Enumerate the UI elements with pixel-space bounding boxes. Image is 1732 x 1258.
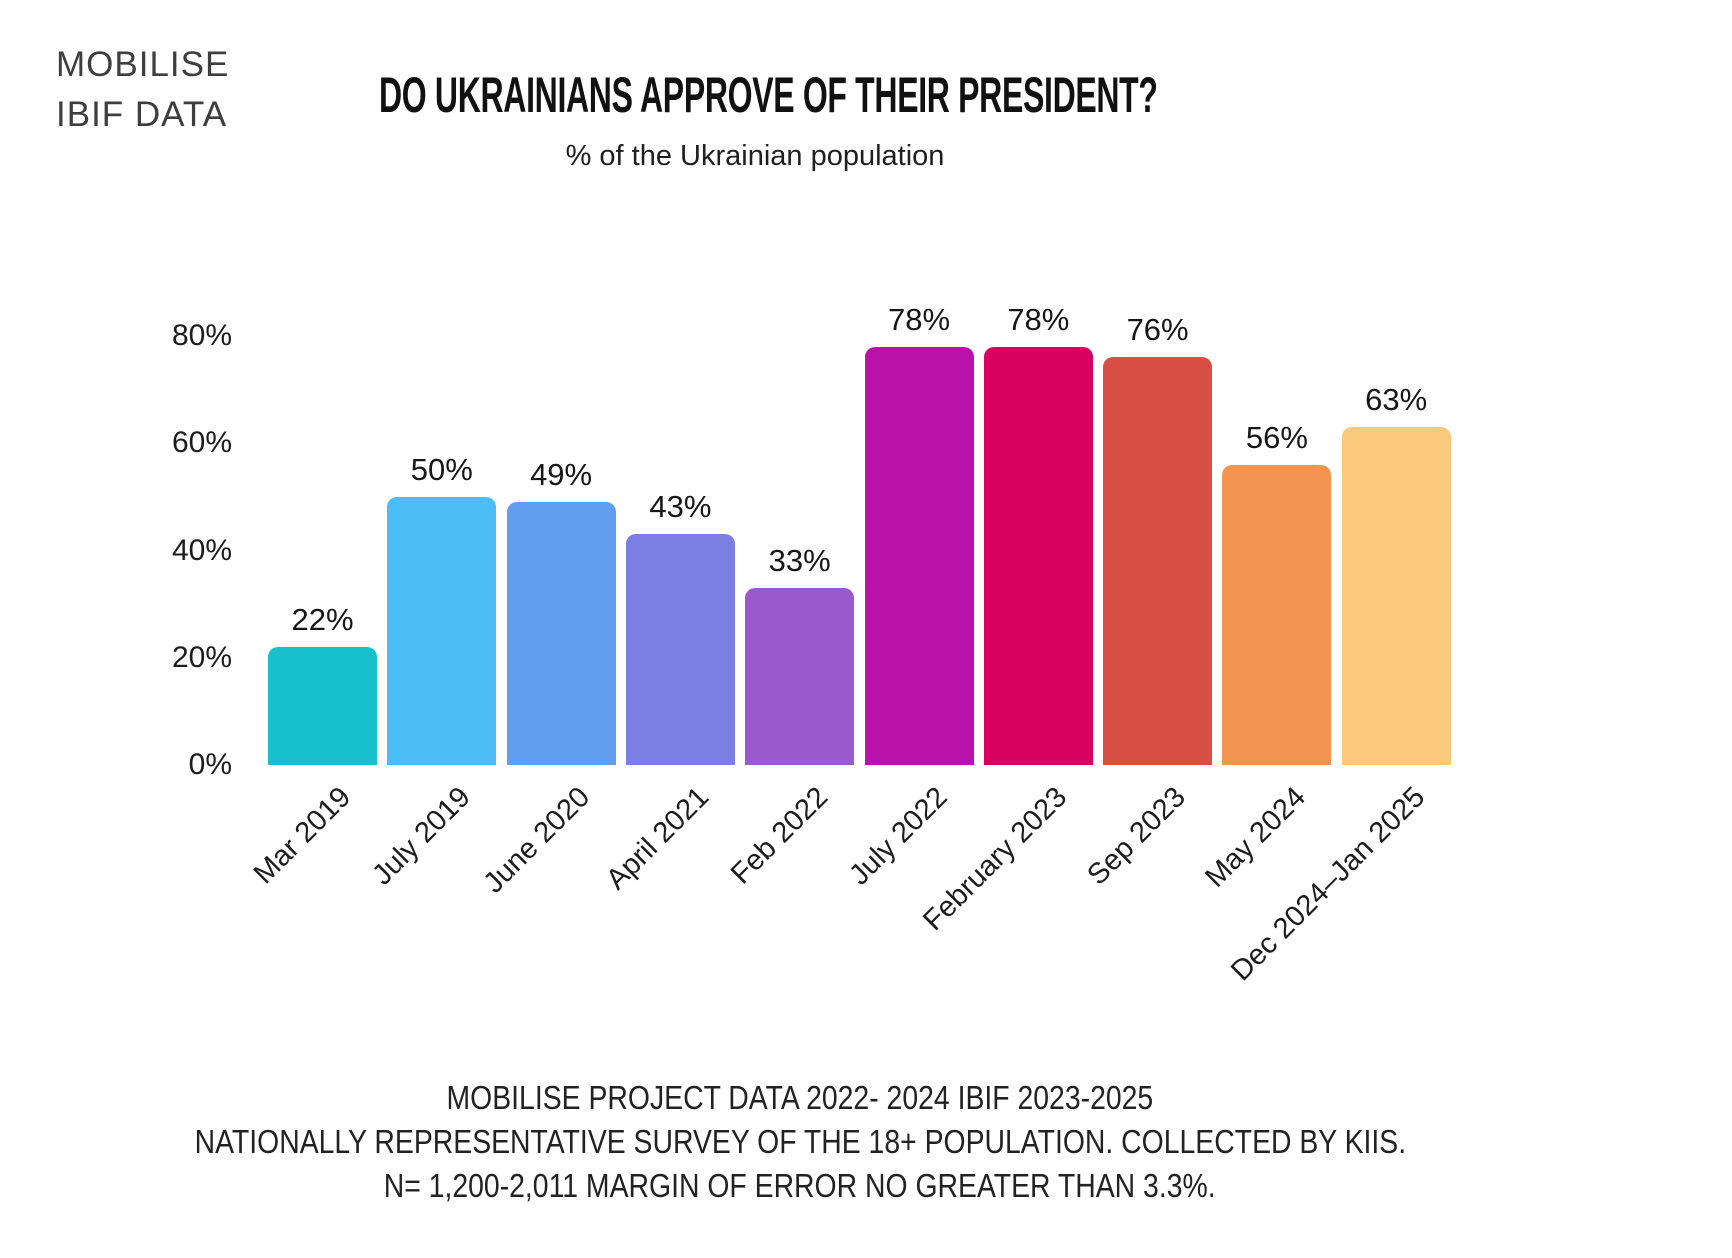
bar-value-label: 76% <box>1126 312 1189 348</box>
chart-header: DO UKRAINIANS APPROVE OF THEIR PRESIDENT… <box>160 66 1350 173</box>
x-axis-label: Feb 2022 <box>725 781 835 891</box>
bar-dec-2024-jan-2025 <box>1341 427 1451 765</box>
x-axis-label: April 2021 <box>600 781 716 896</box>
y-axis-tick-label: 40% <box>171 533 232 567</box>
bar-sep-2023 <box>1103 357 1213 765</box>
bar-june-2020 <box>506 502 616 765</box>
page-title: DO UKRAINIANS APPROVE OF THEIR PRESIDENT… <box>160 66 1350 124</box>
y-axis-tick-label: 0% <box>188 748 232 781</box>
bar-july-2022 <box>864 346 974 765</box>
bar-value-label: 43% <box>649 489 712 525</box>
bar-february-2023 <box>983 346 1093 765</box>
y-axis-tick-label: 60% <box>171 426 232 460</box>
x-axis-label: June 2020 <box>477 781 596 900</box>
page-title-text: DO UKRAINIANS APPROVE OF THEIR PRESIDENT… <box>378 67 1158 123</box>
footer-line3: N= 1,200-2,011 MARGIN OF ERROR NO GREATE… <box>0 1164 1600 1208</box>
bar-value-label: 78% <box>887 301 951 337</box>
bar-may-2024 <box>1222 464 1332 765</box>
footer-line1: MOBILISE PROJECT DATA 2022- 2024 IBIF 20… <box>0 1076 1600 1120</box>
footer-line2: NATIONALLY REPRESENTATIVE SURVEY OF THE … <box>0 1120 1600 1164</box>
bar-april-2021 <box>625 534 735 765</box>
bar-mar-2019 <box>268 647 377 765</box>
y-axis-tick-label: 80% <box>171 319 232 352</box>
footer-line3-text: N= 1,200-2,011 MARGIN OF ERROR NO GREATE… <box>384 1167 1216 1204</box>
chart-subtitle: % of the Ukrainian population <box>565 140 945 172</box>
footer-notes: MOBILISE PROJECT DATA 2022- 2024 IBIF 20… <box>0 1076 1600 1208</box>
x-axis-label: Sep 2023 <box>1081 781 1193 892</box>
x-axis-label: Mar 2019 <box>247 781 358 891</box>
x-axis-label: July 2022 <box>843 781 954 892</box>
bar-value-label: 63% <box>1365 382 1428 418</box>
bar-value-label: 33% <box>768 543 831 579</box>
bar-value-label: 78% <box>1007 301 1070 337</box>
bar-feb-2022 <box>745 588 855 765</box>
bar-value-label: 49% <box>530 457 593 493</box>
logo-line1: MOBILISE <box>56 45 230 84</box>
footer-line1-text: MOBILISE PROJECT DATA 2022- 2024 IBIF 20… <box>446 1079 1154 1116</box>
logo-line2: IBIF DATA <box>56 95 228 134</box>
footer-line2-text: NATIONALLY REPRESENTATIVE SURVEY OF THE … <box>194 1123 1406 1160</box>
x-axis-label: Dec 2024–Jan 2025 <box>1224 781 1431 988</box>
x-axis-label: May 2024 <box>1198 781 1312 894</box>
bar-value-label: 22% <box>291 602 354 638</box>
y-axis-tick-label: 20% <box>171 640 232 674</box>
bar-value-label: 56% <box>1245 419 1308 455</box>
x-axis-label: July 2019 <box>366 781 477 892</box>
bar-july-2019 <box>387 496 497 765</box>
bar-value-label: 50% <box>410 451 473 487</box>
logo: MOBILISE IBIF DATA <box>56 40 229 140</box>
